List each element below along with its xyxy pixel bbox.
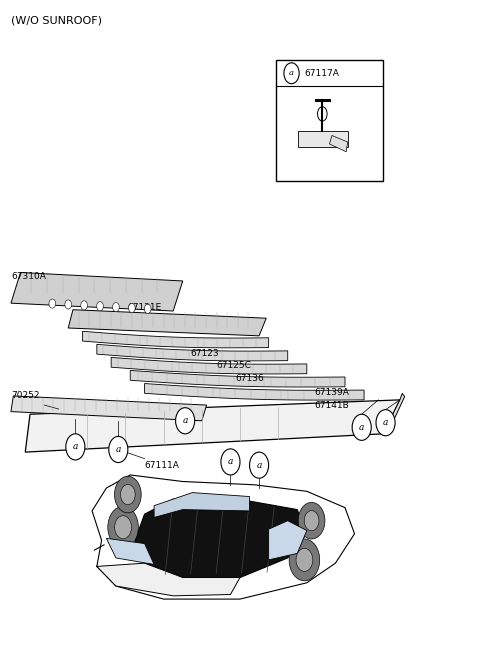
Circle shape <box>176 407 195 434</box>
Text: 70252: 70252 <box>11 391 39 400</box>
Polygon shape <box>144 384 364 400</box>
Circle shape <box>289 539 320 581</box>
Polygon shape <box>68 310 266 336</box>
Circle shape <box>96 302 103 311</box>
Text: 67117A: 67117A <box>304 69 339 78</box>
Circle shape <box>109 436 128 462</box>
Polygon shape <box>97 563 240 596</box>
Bar <box>276 60 383 181</box>
Polygon shape <box>383 394 405 434</box>
Polygon shape <box>135 499 307 577</box>
Circle shape <box>113 302 119 312</box>
Text: 67136: 67136 <box>235 374 264 382</box>
Polygon shape <box>111 358 307 374</box>
Circle shape <box>284 63 299 84</box>
Circle shape <box>298 502 325 539</box>
Circle shape <box>81 301 87 310</box>
Circle shape <box>221 449 240 475</box>
Text: 67123: 67123 <box>190 349 218 358</box>
Circle shape <box>65 300 72 309</box>
Text: a: a <box>359 422 364 432</box>
Text: 67141B: 67141B <box>314 401 348 410</box>
Circle shape <box>115 516 132 539</box>
Polygon shape <box>25 400 400 452</box>
Text: a: a <box>116 445 121 454</box>
Circle shape <box>296 548 313 571</box>
Text: 67125C: 67125C <box>216 361 251 371</box>
Circle shape <box>250 452 269 478</box>
Circle shape <box>129 303 135 312</box>
Polygon shape <box>154 493 250 518</box>
Text: a: a <box>383 419 388 427</box>
Text: a: a <box>256 461 262 470</box>
Circle shape <box>49 299 56 308</box>
Circle shape <box>304 510 319 531</box>
Polygon shape <box>97 344 288 361</box>
Text: (W/O SUNROOF): (W/O SUNROOF) <box>11 16 102 26</box>
Text: a: a <box>182 417 188 425</box>
Circle shape <box>376 409 395 436</box>
Circle shape <box>66 434 85 460</box>
Circle shape <box>108 506 138 548</box>
Polygon shape <box>299 131 348 146</box>
Text: a: a <box>72 442 78 451</box>
Text: 67310A: 67310A <box>11 272 46 281</box>
Polygon shape <box>269 521 307 560</box>
Polygon shape <box>11 272 183 311</box>
Text: 67139A: 67139A <box>314 388 349 397</box>
Polygon shape <box>107 539 154 564</box>
Circle shape <box>352 414 371 440</box>
Text: 67121E: 67121E <box>128 302 162 312</box>
Polygon shape <box>130 371 345 387</box>
Circle shape <box>115 476 141 513</box>
Polygon shape <box>329 135 348 152</box>
Text: 67111A: 67111A <box>144 461 180 470</box>
Polygon shape <box>83 331 269 348</box>
Circle shape <box>120 485 135 504</box>
Polygon shape <box>11 396 206 420</box>
Text: a: a <box>228 457 233 466</box>
Circle shape <box>144 304 151 314</box>
Text: a: a <box>289 70 294 77</box>
